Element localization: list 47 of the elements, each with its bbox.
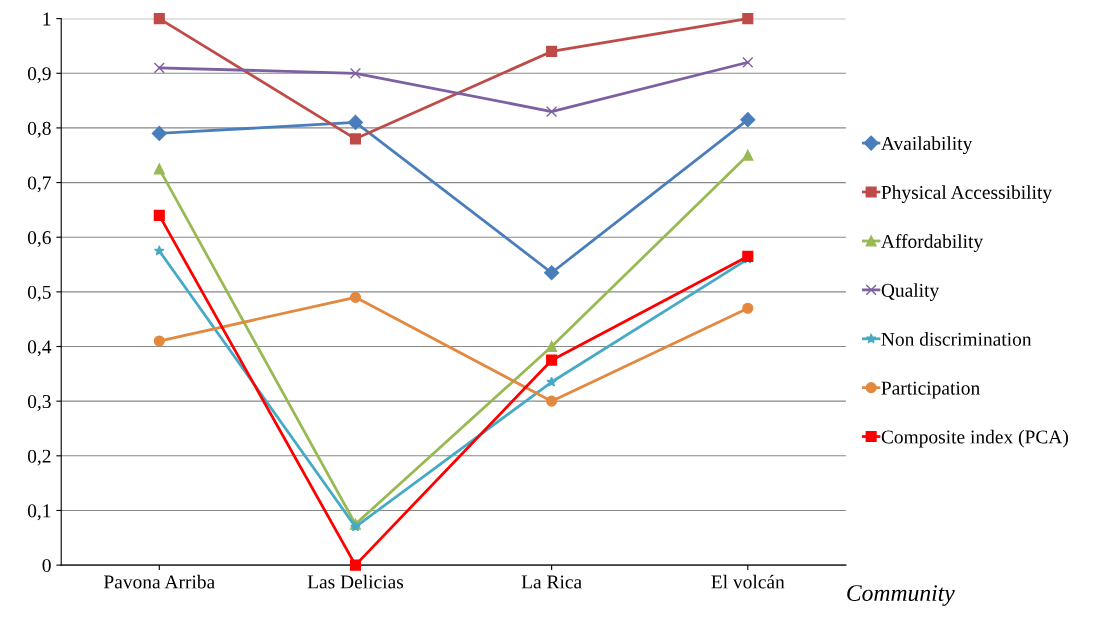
- y-tick-label: 0,2: [27, 449, 51, 466]
- x-axis-title: Community: [847, 585, 955, 606]
- point: [349, 133, 362, 145]
- legend-label: Non discrimination: [881, 332, 1032, 346]
- legend-label: Physical Accessibility: [881, 185, 1053, 203]
- point: [153, 163, 165, 175]
- x-tick-label: La Rica: [521, 575, 582, 589]
- legend-label: Affordability: [881, 234, 984, 252]
- y-tick-label: 0,4: [27, 340, 52, 357]
- point: [742, 302, 754, 314]
- point: [544, 265, 560, 281]
- point: [742, 56, 754, 68]
- y-tick-label: 0,7: [27, 176, 51, 193]
- point: [546, 354, 558, 366]
- point: [153, 335, 165, 347]
- point: [546, 395, 558, 407]
- point: [349, 67, 362, 79]
- y-tick-label: 0,6: [27, 231, 51, 247]
- point: [153, 13, 165, 25]
- y-tick-label: 0,9: [27, 67, 51, 84]
- point: [740, 112, 756, 128]
- legend-label: Participation: [881, 381, 980, 399]
- y-tick-label: 0,3: [27, 394, 51, 411]
- point: [153, 209, 165, 221]
- legend-label: Composite index (PCA): [881, 429, 1068, 448]
- point: [349, 559, 362, 571]
- point: [742, 149, 754, 161]
- point: [153, 245, 165, 256]
- y-tick-label: 0: [42, 558, 51, 573]
- point: [546, 376, 557, 387]
- x-tick-label: El volcán: [711, 574, 785, 589]
- point: [347, 114, 364, 131]
- y-tick-label: 0,8: [27, 121, 51, 138]
- legend-label: Availability: [881, 136, 973, 155]
- point: [546, 45, 558, 57]
- y-tick-label: 1: [43, 12, 51, 26]
- x-tick-label: Las Delicias: [307, 574, 404, 589]
- point: [153, 62, 165, 74]
- legend-label: Quality: [881, 283, 940, 301]
- y-tick-label: 0,5: [27, 285, 51, 302]
- y-tick-label: 0,1: [27, 504, 51, 521]
- point: [742, 13, 754, 25]
- point: [546, 340, 558, 353]
- x-tick-label: Pavona Arriba: [103, 574, 215, 589]
- point: [546, 105, 558, 118]
- point: [151, 125, 167, 141]
- point: [349, 291, 362, 303]
